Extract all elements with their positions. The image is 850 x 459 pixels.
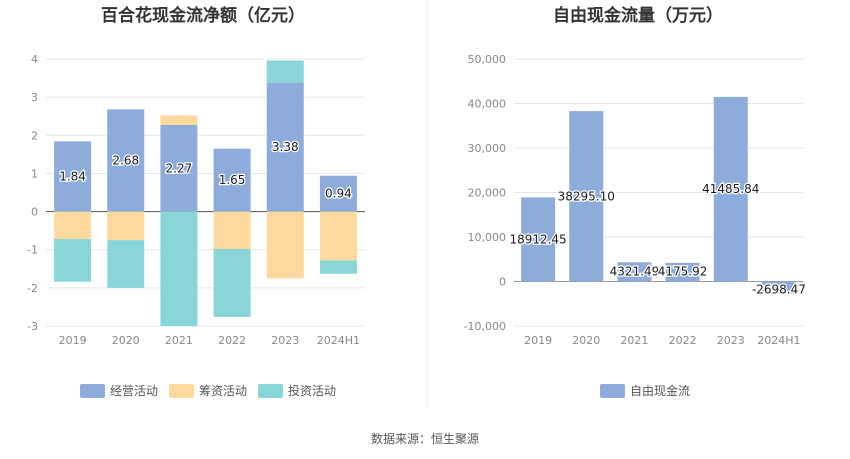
data-label: 1.84 (59, 169, 86, 183)
y-tick-label: 0 (31, 206, 38, 219)
y-tick-label: 50,000 (468, 53, 507, 66)
bar-segment (266, 211, 304, 279)
bar (521, 197, 556, 282)
y-tick-label: -10,000 (464, 320, 506, 333)
bar (617, 262, 652, 282)
bar-segment (160, 115, 198, 125)
data-label: 41485.84 (702, 182, 759, 196)
data-source-footer: 数据来源：恒生聚源 (371, 431, 479, 446)
x-tick-label: 2020 (572, 334, 600, 347)
legend-label: 经营活动 (110, 384, 158, 398)
y-tick-label: -2 (27, 282, 38, 295)
right-chart: 50,000 40,000 30,000 20,000 10,000 0 -10,000 18… (464, 53, 807, 398)
x-tick-label: 2023 (717, 334, 745, 347)
bar-segment (107, 211, 145, 241)
bar-segment (54, 211, 92, 240)
x-tick-label: 2021 (620, 334, 648, 347)
x-tick-label: 2019 (524, 334, 552, 347)
bar-segment (54, 239, 92, 282)
data-label: 4175.92 (658, 265, 708, 279)
y-tick-label: 40,000 (468, 98, 507, 111)
bar-segment (213, 148, 251, 212)
x-tick-label: 2022 (669, 334, 697, 347)
x-tick-label: 2019 (59, 334, 87, 347)
legend-swatch (80, 384, 105, 398)
y-tick-label: 20,000 (468, 187, 507, 200)
y-tick-label: 30,000 (468, 142, 507, 155)
legend-swatch (169, 384, 194, 398)
x-tick-label: 2020 (112, 334, 140, 347)
data-label: 2.27 (166, 161, 193, 175)
x-tick-label: 2023 (271, 334, 299, 347)
data-label: 0.94 (325, 187, 352, 201)
bar-segment (319, 175, 357, 212)
data-label: 1.65 (219, 173, 246, 187)
legend-label: 投资活动 (288, 383, 336, 398)
y-tick-label: 4 (31, 53, 38, 66)
bar-segment (266, 60, 304, 83)
right-chart-title: 自由现金流量（万元） (553, 5, 723, 26)
bar-segment (319, 211, 357, 261)
data-label: 3.38 (272, 140, 299, 154)
data-label: 2.68 (112, 153, 139, 167)
legend-swatch (600, 384, 625, 398)
bar-segment (107, 240, 145, 288)
left-chart: 4 3 2 1 0 -1 -2 -3 1.84 2019 2.68 2020 2.27 2021 1.65 2… (27, 53, 365, 398)
y-tick-label: 3 (31, 91, 38, 104)
legend-swatch (258, 384, 283, 398)
legend-label: 筹资活动 (199, 384, 247, 398)
legend-label: 自由现金流 (630, 383, 690, 398)
x-tick-label: 2024H1 (317, 334, 360, 347)
bar (569, 111, 604, 282)
data-label: -2698.47 (752, 283, 806, 297)
y-tick-label: -1 (27, 244, 38, 257)
bar-segment (213, 211, 251, 249)
y-tick-label: -3 (27, 320, 38, 333)
y-tick-label: 2 (31, 129, 38, 142)
bar-segment (266, 82, 304, 212)
bar (761, 281, 796, 294)
left-chart-title: 百合花现金流净额（亿元） (101, 5, 305, 26)
y-tick-label: 10,000 (468, 231, 507, 244)
data-label: 38295.10 (558, 189, 615, 203)
bar-segment (54, 141, 92, 212)
bar-segment (160, 124, 198, 212)
x-tick-label: 2022 (218, 334, 246, 347)
x-tick-label: 2024H1 (757, 334, 800, 347)
x-tick-label: 2021 (165, 334, 193, 347)
bar-segment (160, 211, 198, 326)
y-tick-label: 1 (31, 167, 38, 180)
bar (665, 262, 700, 282)
bar-segment (107, 109, 145, 212)
bar (713, 96, 748, 282)
bar-segment (213, 248, 251, 317)
data-label: 4321.49 (610, 265, 660, 279)
data-label: 18912.45 (509, 232, 566, 246)
bar-segment (319, 260, 357, 274)
y-tick-label: 0 (499, 276, 506, 289)
